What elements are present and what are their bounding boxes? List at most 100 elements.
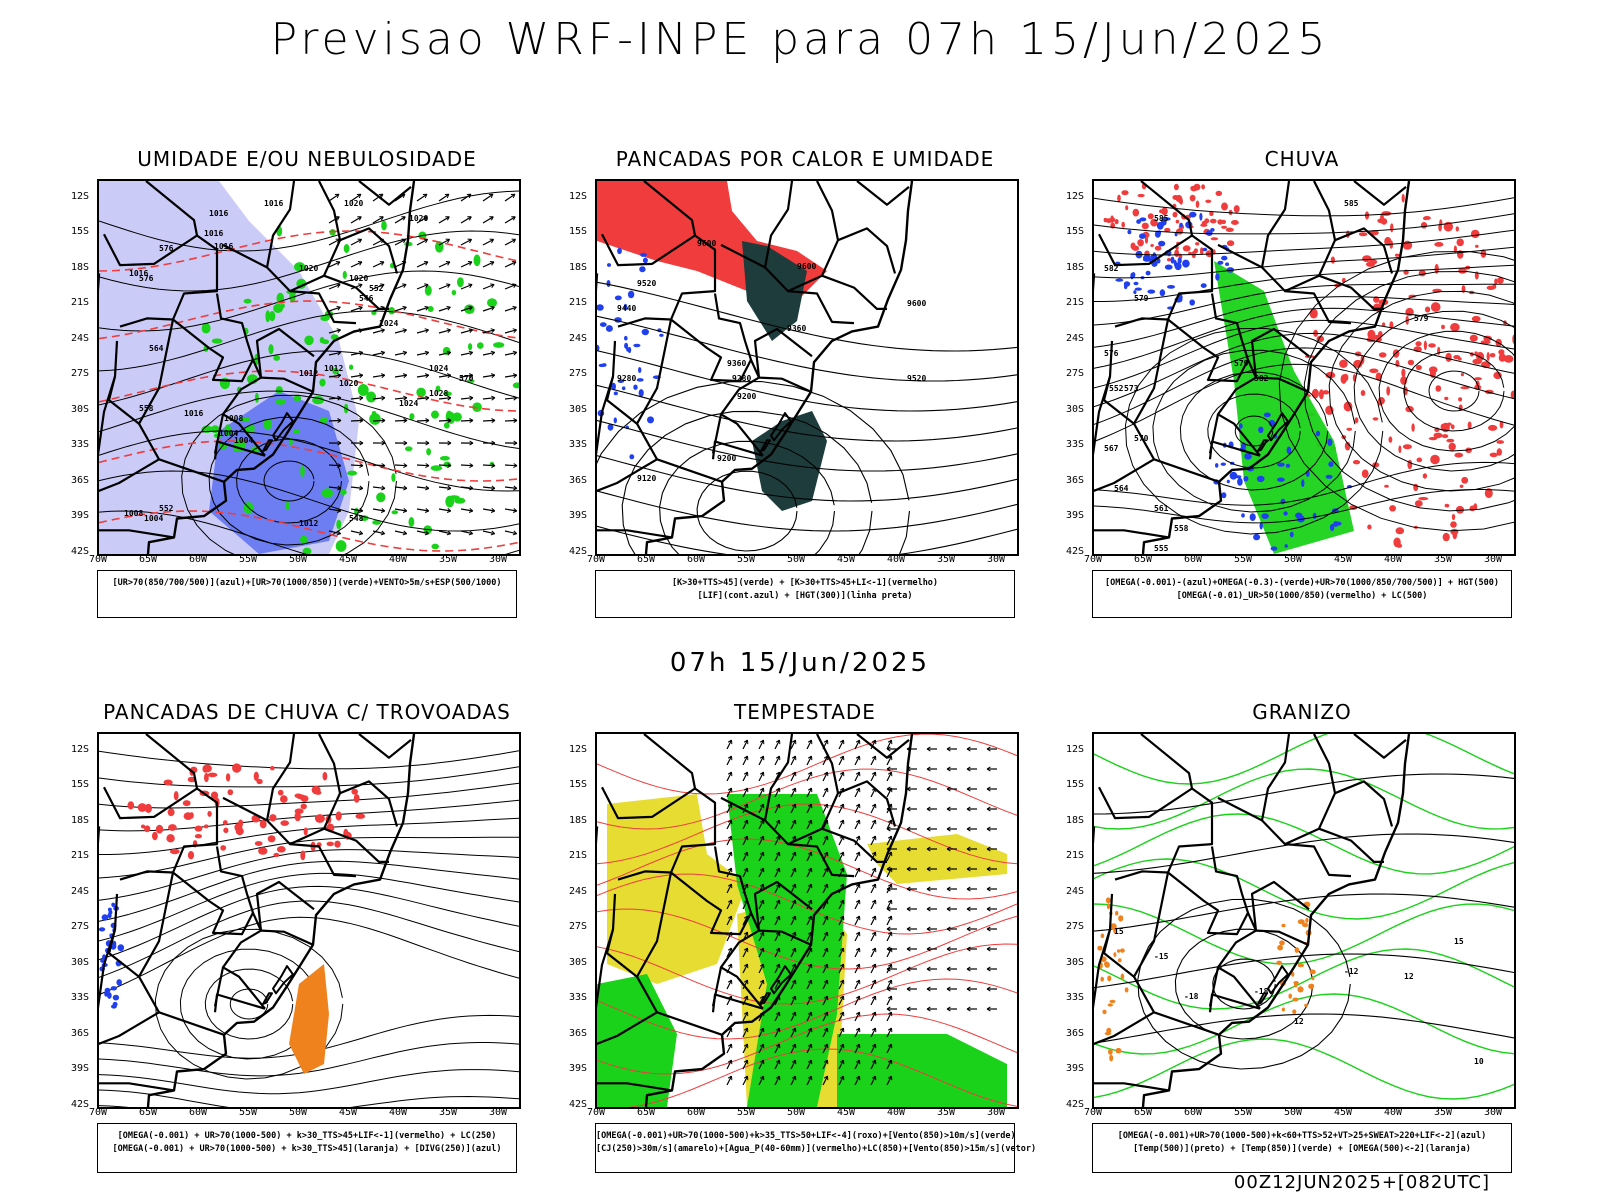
omega-orange-cells-cell — [1120, 948, 1125, 953]
contour-label: 585 — [1154, 214, 1169, 223]
wind-vector-head — [424, 373, 430, 379]
wind-vector-head — [743, 883, 749, 889]
rain-blue-south-cells-cell — [1301, 479, 1305, 487]
omega-orange-cells-cell — [1102, 1009, 1107, 1015]
humidity-low-level-cells-cell — [391, 473, 396, 482]
wind-vector — [350, 351, 363, 356]
wind-vector — [758, 915, 765, 926]
low-pressure-rings-line — [1207, 393, 1301, 469]
wind-vector — [806, 1059, 813, 1070]
wind-vector-head — [946, 806, 951, 812]
political-border — [99, 458, 160, 493]
rain-blue-cells-cell — [1199, 212, 1203, 221]
rain-blue-south-cells-cell — [1215, 463, 1219, 468]
wind-vector — [870, 883, 877, 894]
contour-label: 1016 — [129, 269, 148, 278]
rain-blue-south-cells-cell — [1268, 419, 1276, 427]
wind-vector — [854, 867, 861, 878]
wind-vector — [394, 530, 407, 535]
rain-north-cells-cell — [1130, 242, 1136, 250]
lifted-index-blue-cells-cell — [633, 384, 638, 390]
political-border — [1250, 880, 1310, 931]
wind-vector-head — [743, 995, 749, 1001]
rain-blue-south-cells-cell — [1221, 492, 1227, 499]
longitude-label: 55W — [737, 554, 756, 565]
lifted-index-blue-cells-cell — [599, 322, 607, 327]
wind-vector-head — [512, 328, 517, 334]
contour-label: 1004 — [234, 436, 253, 445]
wind-vector-head — [871, 883, 877, 889]
humidity-low-level-cells-cell — [320, 315, 330, 321]
political-border — [711, 414, 723, 454]
rain-red-cells-cell — [1346, 427, 1353, 431]
latitude-label: 15S — [569, 779, 588, 791]
thunderstorm-red-cells-cell — [314, 790, 322, 795]
political-border — [856, 181, 910, 206]
lagoa-mirim — [1257, 992, 1268, 1005]
wind-vector — [838, 851, 845, 862]
contour-label: 10 — [1474, 1057, 1484, 1066]
thunderstorm-red-cells-cell — [144, 825, 151, 833]
wind-vector-head — [855, 1059, 861, 1065]
humidity-low-level-cells-cell — [443, 422, 450, 429]
omega-orange-center-cells-cell — [1309, 969, 1316, 975]
wind-vector — [854, 883, 861, 894]
political-border — [1318, 827, 1384, 863]
wind-vector — [726, 803, 733, 814]
contour-label: 552 — [159, 504, 174, 513]
latitude-label: 39S — [569, 510, 588, 522]
wind-vector-head — [337, 485, 342, 491]
wind-vector — [726, 819, 733, 830]
wind-vector-head — [403, 463, 408, 469]
wind-vector-head — [446, 283, 451, 288]
omega-orange-center-cells-cell — [1304, 1003, 1308, 1007]
wind-vector-head — [791, 995, 797, 1001]
wind-vector — [838, 915, 845, 926]
wind-vector-head — [823, 771, 829, 777]
omega-orange-cells-cell — [1097, 945, 1103, 951]
wind-vector-head — [359, 418, 364, 424]
wind-vector — [870, 755, 877, 766]
wind-vector — [504, 238, 516, 246]
wind-vector-head — [839, 1075, 845, 1081]
rain-red-cells-cell — [1394, 253, 1400, 257]
rain-blue-cells-cell — [1177, 257, 1182, 264]
rain-north-cells-cell — [1209, 210, 1214, 217]
panel-title: CHUVA — [1264, 147, 1340, 171]
wind-vector-head — [759, 931, 765, 937]
rain-blue-cells-cell — [1136, 219, 1141, 224]
rain-north-cells-cell — [1189, 194, 1196, 202]
omega-orange-cells-cell — [1108, 1048, 1113, 1055]
panel-legend: [OMEGA(-0.001)+UR>70(1000-500)+k>35_TTS>… — [595, 1123, 1036, 1173]
wind-vector-head — [791, 771, 797, 777]
wind-vector-head — [511, 261, 517, 266]
wind-vector — [742, 787, 749, 798]
wind-vector — [790, 947, 797, 958]
panel-legend: [OMEGA(-0.001)+UR>70(1000-500)+k<60+TTS>… — [1092, 1123, 1512, 1173]
divergence-blue-cells-cell — [99, 927, 106, 932]
political-border — [635, 872, 723, 1036]
contour-label: 576 — [139, 274, 154, 283]
wind-vector-head — [727, 755, 733, 761]
rain-red-cells-cell — [1496, 448, 1502, 456]
temp-500-lines-line — [1094, 953, 1514, 989]
rain-red-cells-cell — [1480, 340, 1491, 345]
thickness-lines-line — [99, 510, 519, 552]
longitude-label: 30W — [489, 554, 508, 565]
wind-vector-head — [887, 1059, 893, 1065]
wind-vector-head — [823, 963, 829, 969]
rain-north-cells-cell — [1114, 219, 1119, 225]
lifted-index-blue-cells-cell — [617, 247, 622, 255]
longitude-label: 35W — [937, 1107, 956, 1118]
wind-vector-head — [906, 986, 911, 992]
sea-level-pressure-isobars-line — [99, 390, 519, 449]
humidity-low-level-cells-cell — [273, 355, 281, 361]
lifted-index-blue-cells-cell — [605, 325, 613, 332]
atlantic-coastline — [1141, 181, 1411, 554]
humidity-low-level-cells-cell — [319, 378, 326, 387]
rain-red-cells-cell — [1360, 390, 1366, 396]
wind-vector-head — [466, 193, 472, 199]
lagoa-mirim — [262, 439, 273, 452]
wind-vector-head — [791, 787, 797, 793]
lagoa-dos-patos — [272, 412, 294, 442]
